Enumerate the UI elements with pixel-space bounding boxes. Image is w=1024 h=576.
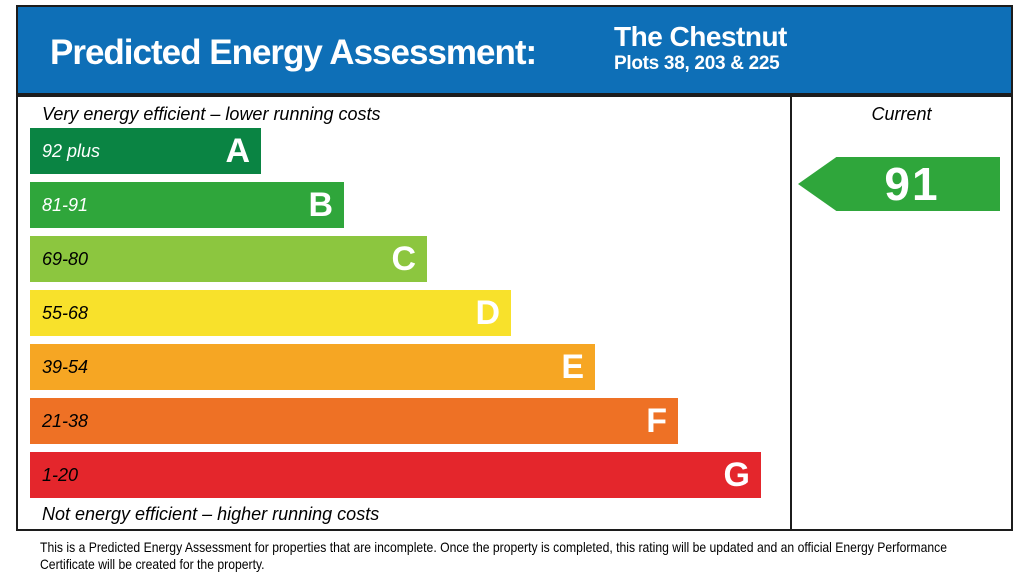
- current-rating-arrow: 91: [798, 157, 1000, 211]
- top-caption: Very energy efficient – lower running co…: [42, 104, 381, 124]
- epc-band-d: 55-68 D: [30, 290, 511, 336]
- header-banner: Predicted Energy Assessment: The Chestnu…: [16, 5, 1013, 95]
- disclaimer-text: This is a Predicted Energy Assessment fo…: [40, 539, 988, 573]
- page-title: Predicted Energy Assessment:: [50, 33, 537, 72]
- epc-band-g: 1-20 G: [30, 452, 761, 498]
- chart-column-divider: [790, 97, 792, 529]
- property-name: The Chestnut: [614, 21, 787, 52]
- band-letter: C: [391, 240, 416, 278]
- epc-band-a: 92 plus A: [30, 128, 261, 174]
- band-letter: B: [308, 186, 333, 224]
- band-letter: D: [475, 294, 500, 332]
- band-letter: A: [225, 132, 250, 170]
- current-column-header: Current: [871, 104, 932, 124]
- band-range-label: 81-91: [42, 194, 89, 215]
- band-letter: F: [646, 402, 667, 440]
- property-plots: Plots 38, 203 & 225: [614, 53, 780, 75]
- epc-band-c: 69-80 C: [30, 236, 427, 282]
- property-info: The Chestnut Plots 38, 203 & 225: [614, 21, 787, 76]
- band-range-label: 92 plus: [42, 140, 101, 161]
- epc-rating-chart: Very energy efficient – lower running co…: [16, 95, 1013, 531]
- band-range-label: 55-68: [42, 302, 89, 323]
- bottom-caption: Not energy efficient – higher running co…: [42, 504, 380, 524]
- band-letter: G: [723, 456, 750, 494]
- disclaimer-line-1: This is a Predicted Energy Assessment fo…: [40, 539, 947, 555]
- epc-band-f: 21-38 F: [30, 398, 678, 444]
- disclaimer-line-2: Certificate will be created for the prop…: [40, 556, 265, 573]
- epc-band-e: 39-54 E: [30, 344, 595, 390]
- band-range-label: 1-20: [42, 464, 79, 485]
- current-rating-value: 91: [884, 158, 940, 210]
- band-letter: E: [561, 348, 584, 386]
- band-range-label: 21-38: [42, 410, 89, 431]
- band-range-label: 39-54: [42, 356, 89, 377]
- epc-band-b: 81-91 B: [30, 182, 344, 228]
- epc-bands: 92 plus A 81-91 B 69-80 C 55-68 D 39-54 E 21-38 F 1-…: [30, 128, 761, 506]
- band-range-label: 69-80: [42, 248, 89, 269]
